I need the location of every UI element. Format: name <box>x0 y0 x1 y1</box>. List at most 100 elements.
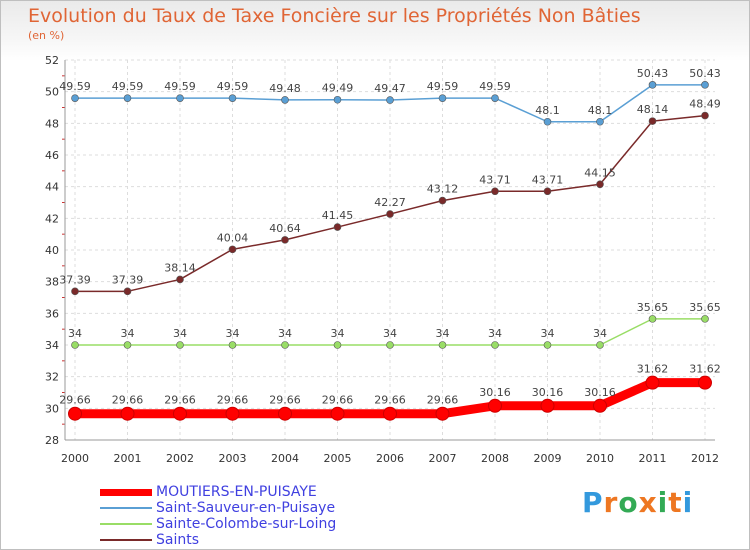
data-label: 29.66 <box>217 394 249 407</box>
x-tick-label: 2001 <box>114 452 142 465</box>
logo-letter: P <box>582 486 604 519</box>
data-point <box>593 398 607 413</box>
data-label: 49.47 <box>374 82 406 95</box>
data-label: 29.66 <box>427 394 459 407</box>
data-label: 48.49 <box>689 98 721 111</box>
legend-item: MOUTIERS-EN-PUISAYE <box>100 484 336 500</box>
data-point <box>123 287 132 296</box>
data-point <box>701 315 709 323</box>
data-point <box>278 406 292 421</box>
x-tick-label: 2008 <box>481 452 509 465</box>
data-label: 35.65 <box>637 301 669 314</box>
data-label: 41.45 <box>322 209 354 222</box>
data-point <box>281 96 289 104</box>
data-label: 38.14 <box>164 261 196 274</box>
y-tick-label: 50 <box>45 86 59 99</box>
x-tick-label: 2011 <box>639 452 667 465</box>
data-label: 49.48 <box>269 82 301 95</box>
data-label: 48.1 <box>588 104 613 117</box>
data-label: 37.39 <box>112 273 144 286</box>
x-tick-label: 2007 <box>429 452 457 465</box>
legend-swatch <box>100 523 152 525</box>
x-tick-label: 2012 <box>691 452 719 465</box>
data-label: 29.66 <box>269 394 301 407</box>
y-tick-label: 48 <box>45 117 59 130</box>
data-point <box>386 96 394 104</box>
data-point <box>645 375 660 390</box>
data-label: 34 <box>488 327 502 340</box>
legend-swatch <box>100 488 152 496</box>
data-point <box>330 406 345 421</box>
data-point <box>71 341 79 349</box>
data-point <box>225 406 240 421</box>
data-point <box>123 341 132 349</box>
data-point <box>648 117 657 125</box>
y-tick-label: 28 <box>45 434 59 447</box>
data-label: 34 <box>278 327 292 340</box>
data-point <box>173 406 187 421</box>
data-point <box>176 341 184 349</box>
data-point <box>596 117 604 126</box>
legend-item: Saint-Sauveur-en-Puisaye <box>100 500 336 516</box>
data-point <box>438 196 447 205</box>
data-point <box>228 245 237 254</box>
data-label: 34 <box>226 327 240 340</box>
y-tick-label: 40 <box>45 244 59 257</box>
data-point <box>648 315 657 323</box>
data-point <box>281 341 289 349</box>
x-tick-label: 2009 <box>534 452 562 465</box>
data-label: 30.16 <box>532 386 564 399</box>
data-point <box>71 287 79 296</box>
data-point <box>698 375 712 390</box>
legend-label: Saints <box>156 532 200 548</box>
data-point <box>176 275 184 284</box>
data-point <box>596 180 604 189</box>
proxiti-logo: Proxiti <box>582 486 693 519</box>
data-point <box>491 94 499 102</box>
data-point <box>435 406 450 421</box>
data-point <box>176 94 184 102</box>
data-label: 50.43 <box>689 67 721 80</box>
data-label: 48.1 <box>535 104 560 117</box>
legend-swatch <box>100 507 152 509</box>
data-point <box>333 95 342 104</box>
data-point <box>228 341 237 349</box>
data-label: 31.62 <box>689 363 721 376</box>
x-tick-label: 2006 <box>376 452 404 465</box>
data-label: 35.65 <box>689 301 721 314</box>
data-label: 29.66 <box>322 394 354 407</box>
data-point <box>68 406 82 421</box>
data-label: 29.66 <box>112 394 144 407</box>
data-point <box>333 341 342 349</box>
y-tick-label: 46 <box>45 149 59 162</box>
data-point <box>71 94 79 102</box>
data-point <box>333 223 342 231</box>
x-tick-label: 2004 <box>271 452 299 465</box>
logo-letter: o <box>618 486 639 519</box>
y-tick-label: 42 <box>45 212 59 225</box>
x-tick-label: 2010 <box>586 452 614 465</box>
data-label: 49.59 <box>427 80 459 93</box>
data-point <box>701 111 709 120</box>
x-tick-label: 2002 <box>166 452 194 465</box>
logo-letter: i <box>682 486 694 519</box>
data-label: 49.59 <box>164 80 196 93</box>
data-label: 34 <box>173 327 187 340</box>
data-label: 40.04 <box>217 231 249 244</box>
data-label: 34 <box>331 327 345 340</box>
data-label: 29.66 <box>374 394 406 407</box>
data-point <box>383 406 397 421</box>
legend-label: Sainte-Colombe-sur-Loing <box>156 516 337 532</box>
legend-label: Saint-Sauveur-en-Puisaye <box>156 500 336 516</box>
data-point <box>120 406 135 421</box>
y-tick-label: 36 <box>45 307 59 320</box>
data-label: 34 <box>436 327 450 340</box>
data-label: 34 <box>593 327 607 340</box>
data-label: 43.71 <box>532 173 564 186</box>
y-tick-label: 38 <box>45 276 59 289</box>
data-label: 37.39 <box>59 273 91 286</box>
data-point <box>543 187 552 196</box>
data-label: 49.59 <box>59 80 91 93</box>
chart-legend: MOUTIERS-EN-PUISAYE Saint-Sauveur-en-Puis… <box>100 484 336 548</box>
chart-title: Evolution du Taux de Taxe Foncière sur l… <box>28 5 641 27</box>
